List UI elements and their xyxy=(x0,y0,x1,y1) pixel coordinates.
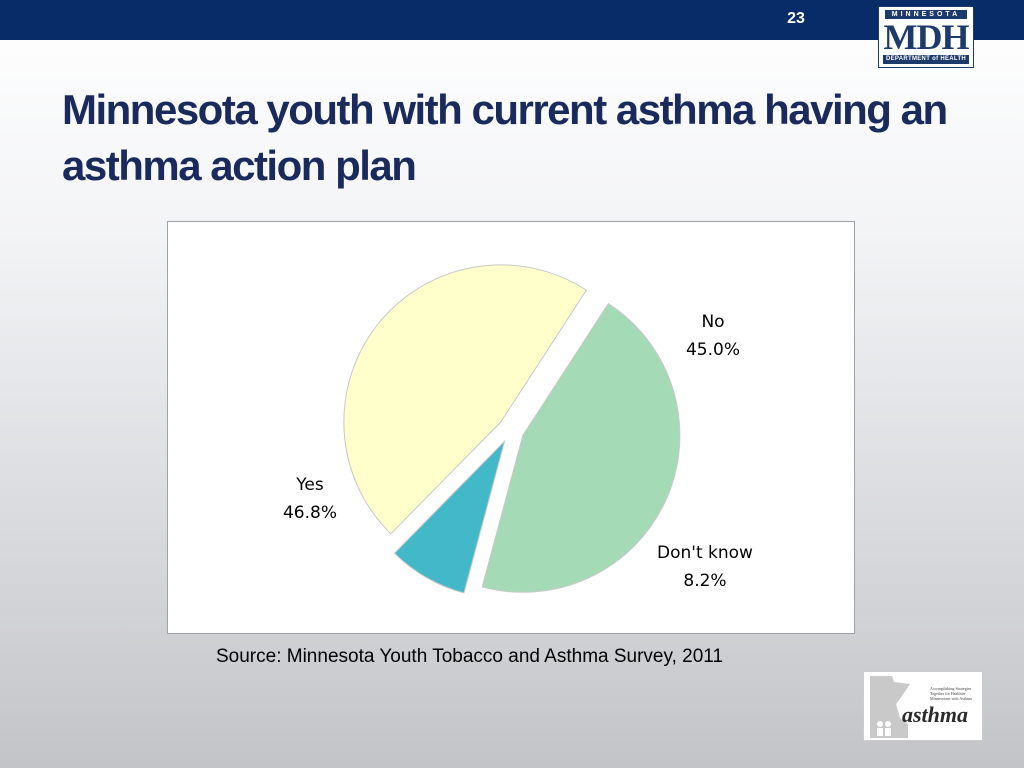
pie-slice-don-t-know xyxy=(393,439,506,594)
mdh-logo: MINNESOTA MDH DEPARTMENT of HEALTH xyxy=(878,6,974,68)
asthma-logo-tagline: Accomplishing Strategies Together for He… xyxy=(930,686,972,701)
top-bar xyxy=(0,0,1024,40)
pie-label-no: No xyxy=(701,312,724,332)
mdh-logo-department: DEPARTMENT of HEALTH xyxy=(883,55,969,64)
pie-chart: No 45.0% Don't know 8.2% Yes 46.8% xyxy=(283,264,753,594)
asthma-logo-word: asthma xyxy=(902,702,969,727)
pie-slice-yes xyxy=(343,264,588,535)
pie-slice-no xyxy=(481,302,681,593)
asthma-program-logo: Accomplishing Strategies Together for He… xyxy=(863,671,983,741)
slide-title: Minnesota youth with current asthma havi… xyxy=(62,86,948,189)
pie-label-don-t-know: Don't know xyxy=(657,543,753,563)
mdh-logo-letters: MDH xyxy=(883,17,970,57)
pie-value-yes: 46.8% xyxy=(283,503,337,523)
mdh-logo-state: MINNESOTA xyxy=(885,10,967,19)
pie-chart-frame: No 45.0% Don't know 8.2% Yes 46.8% xyxy=(167,221,855,634)
pie-value-don-t-know: 8.2% xyxy=(683,571,726,591)
pie-label-yes: Yes xyxy=(295,475,324,495)
pie-value-no: 45.0% xyxy=(686,340,740,360)
minnesota-map-icon xyxy=(870,676,910,738)
slide-number: 23 xyxy=(787,10,805,27)
source-note: Source: Minnesota Youth Tobacco and Asth… xyxy=(216,646,724,667)
